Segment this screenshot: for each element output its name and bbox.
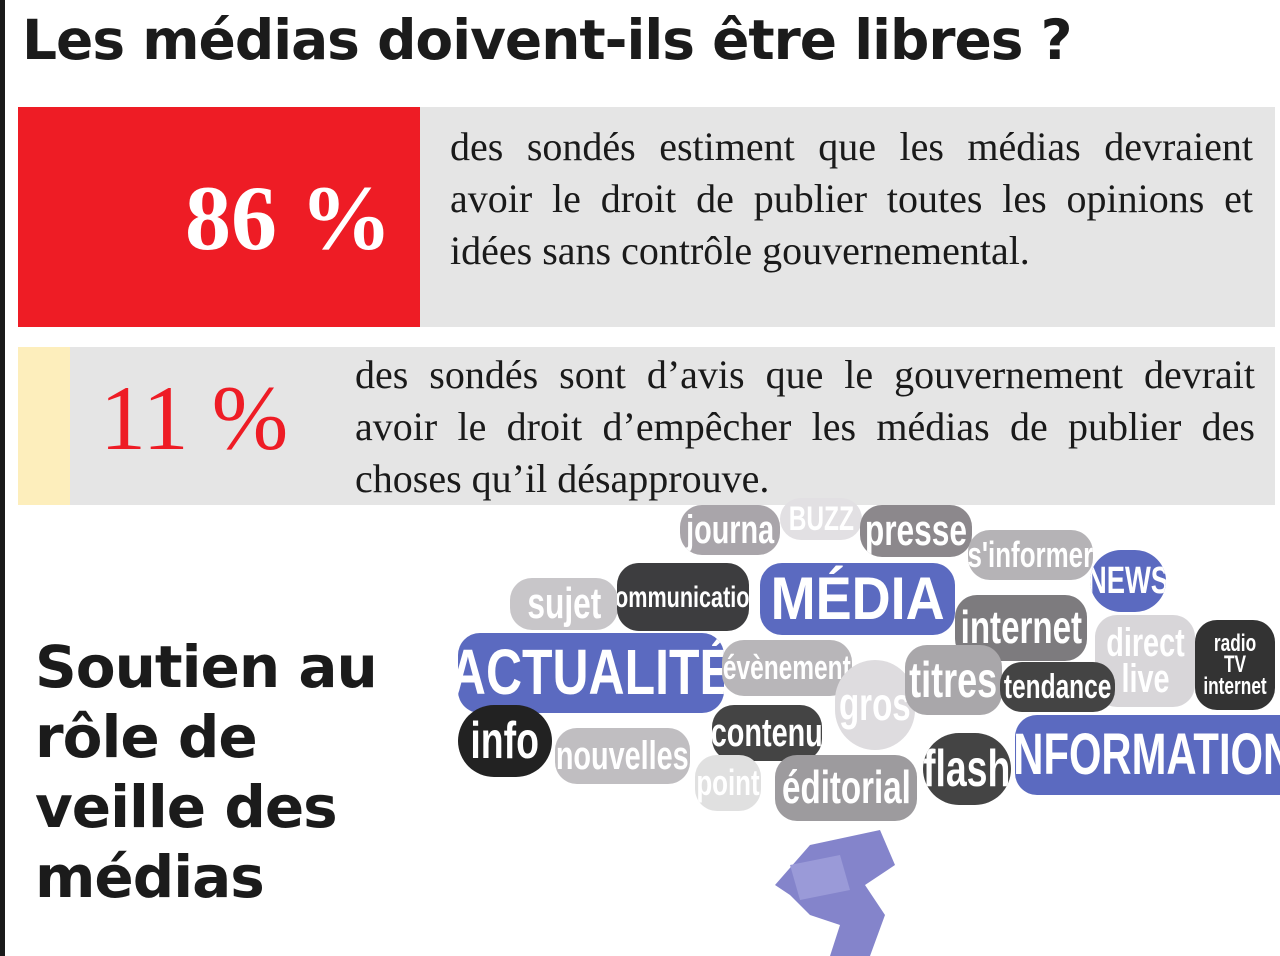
stat-86-text-box: des sondés estiment que les médias devra… bbox=[420, 107, 1275, 327]
bubble: flash bbox=[923, 733, 1011, 805]
page-title: Les médias doivent-ils être libres ? bbox=[22, 8, 1073, 72]
bubble: info bbox=[458, 705, 552, 777]
bubble-word: point bbox=[696, 761, 760, 803]
bubble: éditorial bbox=[775, 755, 917, 821]
bubble: s'informer bbox=[968, 530, 1093, 580]
bubble: évènement bbox=[722, 640, 852, 696]
subheading: Soutien au rôle de veille des médias bbox=[35, 633, 378, 911]
bubble: INFORMATION bbox=[1015, 715, 1280, 795]
bubble: ACTUALITÉ bbox=[458, 633, 724, 713]
bubble-word: INFORMATION bbox=[1015, 721, 1280, 787]
bubble-word: NEWS bbox=[1090, 559, 1166, 602]
bubble: tendance bbox=[1000, 662, 1115, 712]
bubble: point bbox=[695, 755, 761, 811]
bubble-word: communication bbox=[617, 580, 749, 614]
stat-86-text: des sondés estiment que les médias devra… bbox=[450, 124, 1253, 273]
bubble-word: titres bbox=[909, 651, 998, 708]
bubble: radio TV internet bbox=[1195, 620, 1275, 710]
bubble-word: direct live bbox=[1105, 621, 1185, 701]
stat-11-accent bbox=[18, 347, 70, 505]
bubble-word: évènement bbox=[723, 648, 851, 687]
bubble: gros bbox=[835, 660, 915, 750]
bubble: NEWS bbox=[1090, 550, 1166, 612]
bubble-word: radio TV internet bbox=[1203, 629, 1267, 700]
bubble: communication bbox=[617, 563, 749, 631]
bubble: MÉDIA bbox=[760, 563, 955, 635]
bubble: presse bbox=[860, 505, 972, 557]
stat-86-box: 86 % bbox=[18, 107, 420, 327]
bubble: direct live bbox=[1095, 615, 1195, 707]
bubble-word: tendance bbox=[1003, 667, 1112, 706]
bubble: sujet bbox=[510, 578, 618, 630]
bubble-word: contenu bbox=[712, 711, 822, 755]
reading-person-icon bbox=[775, 830, 895, 956]
bubble-word: ACTUALITÉ bbox=[458, 636, 724, 709]
bubble: internet bbox=[955, 595, 1087, 661]
bubble-word: internet bbox=[960, 601, 1082, 654]
stat-11-value: 11 % bbox=[100, 367, 289, 469]
bubble: titres bbox=[905, 645, 1002, 715]
stat-11-box: 11 % des sondés sont d’avis que le gouve… bbox=[70, 347, 1275, 505]
bubble-word: MÉDIA bbox=[770, 565, 945, 632]
bubble-word: flash bbox=[923, 739, 1011, 798]
bubble: journa bbox=[680, 505, 780, 555]
bubble-word: BUZZ bbox=[788, 499, 854, 538]
stat-11-text: des sondés sont d’avis que le gouverneme… bbox=[355, 352, 1255, 501]
bubble-word: nouvelles bbox=[556, 734, 689, 778]
bubble: contenu bbox=[712, 705, 822, 761]
bubble: nouvelles bbox=[555, 728, 690, 784]
bubble-word: journa bbox=[686, 508, 775, 552]
bubble-word: éditorial bbox=[781, 761, 911, 814]
bubble: BUZZ bbox=[780, 498, 862, 540]
stat-86-value: 86 % bbox=[185, 167, 392, 269]
bubble-word: gros bbox=[839, 678, 911, 731]
bubble-word: info bbox=[470, 711, 540, 770]
left-rule bbox=[0, 0, 5, 956]
bubble-word: s'informer bbox=[968, 533, 1093, 575]
bubble-word: sujet bbox=[527, 579, 601, 629]
bubble-word: presse bbox=[864, 506, 968, 556]
